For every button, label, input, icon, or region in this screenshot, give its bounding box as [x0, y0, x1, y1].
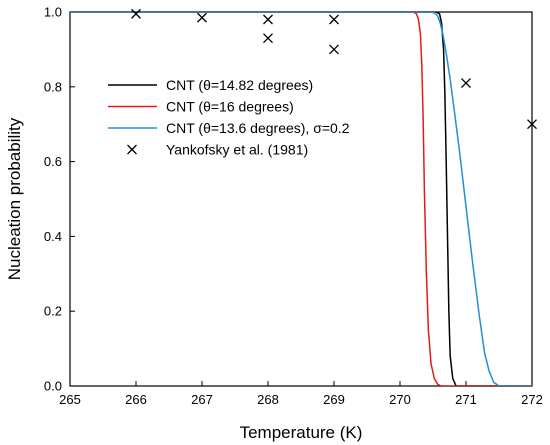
legend: CNT (θ=14.82 degrees) CNT (θ=16 degrees) C… — [108, 77, 350, 158]
legend-label: CNT (θ=16 degrees) — [166, 99, 294, 115]
y-tick-label: 0.6 — [44, 154, 62, 169]
x-axis-label: Temperature (K) — [240, 423, 363, 442]
series-line-0 — [70, 12, 532, 386]
x-tick-label: 269 — [323, 392, 345, 407]
legend-label: CNT (θ=14.82 degrees) — [166, 77, 313, 93]
data-point-marker — [263, 33, 273, 44]
data-point-marker — [329, 44, 339, 55]
x-tick-label: 272 — [521, 392, 543, 407]
plot-frame — [69, 11, 533, 387]
x-tick-label: 266 — [125, 392, 147, 407]
x-tick-label: 268 — [257, 392, 279, 407]
y-tick-label: 1.0 — [44, 5, 62, 20]
data-point-marker — [197, 12, 207, 23]
y-tick-label: 0.4 — [44, 229, 62, 244]
y-axis-label: Nucleation probability — [5, 117, 24, 280]
y-tick-label: 0.2 — [44, 304, 62, 319]
x-tick-label: 271 — [455, 392, 477, 407]
data-point-marker — [527, 119, 537, 130]
x-tick-label: 270 — [389, 392, 411, 407]
series-line-1 — [70, 12, 532, 386]
axis-ticks: 265 266 267 268 269 270 271 272 0.0 0.2 0.4 0.6 0.8 1… — [44, 5, 543, 408]
legend-swatch — [127, 144, 137, 155]
legend-label: CNT (θ=13.6 degrees), σ=0.2 — [166, 120, 350, 136]
y-tick-label: 0.0 — [44, 379, 62, 394]
data-point-marker — [329, 14, 339, 25]
y-tick-label: 0.8 — [44, 79, 62, 94]
x-tick-label: 265 — [59, 392, 81, 407]
x-tick-label: 267 — [191, 392, 213, 407]
data-point-marker — [461, 78, 471, 89]
series-lines — [70, 12, 532, 386]
data-point-marker — [131, 8, 141, 19]
series-line-2 — [70, 12, 532, 386]
legend-label: Yankofsky et al. (1981) — [166, 142, 308, 158]
series-markers — [131, 8, 537, 130]
data-point-marker — [263, 14, 273, 25]
